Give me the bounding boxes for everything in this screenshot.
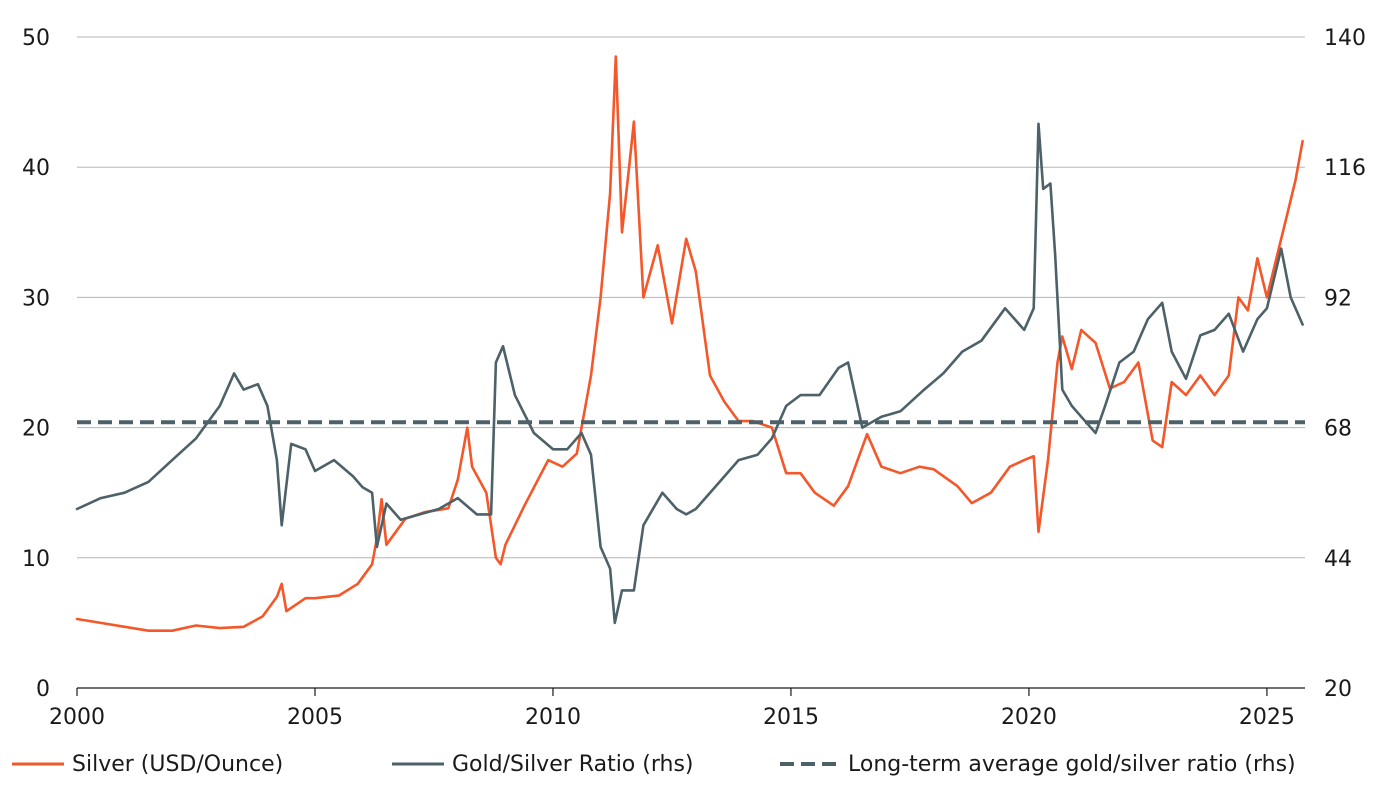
x-tick-label-2010: 2010: [525, 705, 581, 730]
legend-label-gold-silver-ratio-rhs: Gold/Silver Ratio (rhs): [452, 752, 693, 777]
x-tick-label-2020: 2020: [1001, 705, 1057, 730]
gridlines: [77, 36, 1305, 559]
series-line-gold-silver-ratio-rhs: [75, 122, 1304, 625]
y2-tick-label-92: 92: [1324, 286, 1352, 311]
y2-tick-label-116: 116: [1324, 156, 1366, 181]
axes: 2000 2005 2010 2015 2020 2025 0 10 20 30 40 50 20 44 6…: [22, 26, 1366, 730]
y-tick-label-40: 40: [22, 156, 50, 181]
series-line-silver-usd-ounce: [75, 55, 1304, 632]
x-tick-label-2015: 2015: [763, 705, 819, 730]
x-tick-label-2025: 2025: [1239, 705, 1295, 730]
x-tick-label-2000: 2000: [49, 705, 105, 730]
legend-label-long-term-average-gold-silver-ratio-rhs: Long-term average gold/silver ratio (rhs…: [848, 752, 1296, 777]
legend: Silver (USD/Ounce) Gold/Silver Ratio (rhs…: [12, 752, 1296, 777]
y2-tick-label-44: 44: [1324, 547, 1352, 572]
y2-tick-label-20: 20: [1324, 677, 1352, 702]
legend-label-silver-usd-ounce: Silver (USD/Ounce): [72, 752, 283, 777]
y-tick-label-10: 10: [22, 547, 50, 572]
y-tick-label-30: 30: [22, 286, 50, 311]
y2-tick-label-68: 68: [1324, 417, 1352, 442]
x-tick-label-2005: 2005: [287, 705, 343, 730]
y-tick-label-20: 20: [22, 417, 50, 442]
series-layer: [75, 55, 1305, 632]
y-tick-label-50: 50: [22, 26, 50, 51]
y-tick-label-0: 0: [36, 677, 50, 702]
y2-tick-label-140: 140: [1324, 26, 1366, 51]
